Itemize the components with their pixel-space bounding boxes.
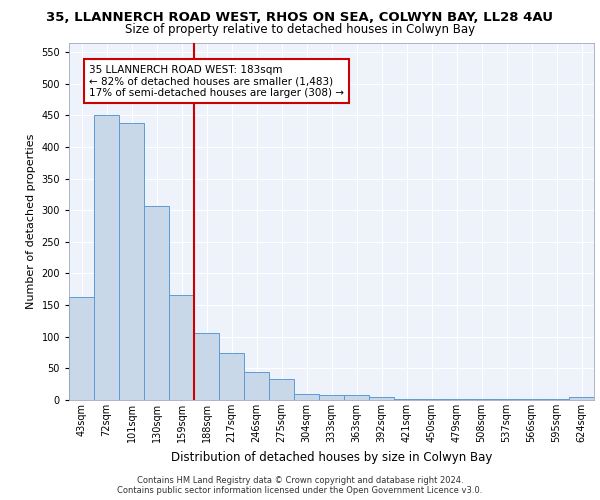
Bar xyxy=(319,395,344,400)
Bar xyxy=(544,398,569,400)
Bar xyxy=(469,398,494,400)
Bar xyxy=(219,353,244,400)
Bar xyxy=(94,116,119,400)
Bar xyxy=(244,372,269,400)
Bar xyxy=(569,397,594,400)
Bar xyxy=(369,397,394,400)
Text: 35, LLANNERCH ROAD WEST, RHOS ON SEA, COLWYN BAY, LL28 4AU: 35, LLANNERCH ROAD WEST, RHOS ON SEA, CO… xyxy=(47,11,554,24)
Bar xyxy=(519,398,544,400)
Text: 35 LLANNERCH ROAD WEST: 183sqm
← 82% of detached houses are smaller (1,483)
17% : 35 LLANNERCH ROAD WEST: 183sqm ← 82% of … xyxy=(89,64,344,98)
Bar xyxy=(169,295,194,400)
Bar xyxy=(294,394,319,400)
Bar xyxy=(344,395,369,400)
Y-axis label: Number of detached properties: Number of detached properties xyxy=(26,134,36,309)
Bar xyxy=(444,398,469,400)
Bar xyxy=(119,124,144,400)
Bar xyxy=(144,206,169,400)
Text: Contains HM Land Registry data © Crown copyright and database right 2024.
Contai: Contains HM Land Registry data © Crown c… xyxy=(118,476,482,495)
Bar xyxy=(69,297,94,400)
X-axis label: Distribution of detached houses by size in Colwyn Bay: Distribution of detached houses by size … xyxy=(171,450,492,464)
Text: Size of property relative to detached houses in Colwyn Bay: Size of property relative to detached ho… xyxy=(125,22,475,36)
Bar xyxy=(194,333,219,400)
Bar xyxy=(494,398,519,400)
Bar xyxy=(419,398,444,400)
Bar xyxy=(269,379,294,400)
Bar xyxy=(394,398,419,400)
